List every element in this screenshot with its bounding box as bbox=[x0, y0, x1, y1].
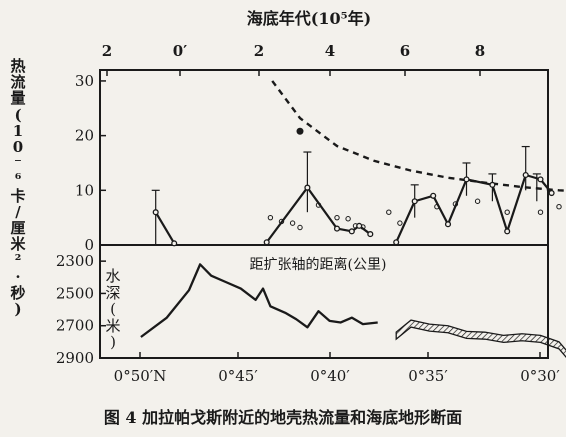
top-axis-title: 海底年代(10⁵年) bbox=[247, 9, 371, 28]
plot-frame bbox=[99, 69, 549, 359]
heat-flow-axis-label: 热流量(1 0 ⁻ ⁶ 卡 / 厘米 ² · 秒) bbox=[8, 58, 28, 317]
scatter-point bbox=[537, 209, 544, 215]
heat-flow-label-char: ⁶ bbox=[14, 170, 22, 189]
heat-flow-label-char: ( bbox=[14, 105, 22, 124]
series-point bbox=[333, 225, 341, 232]
heat-flow-label-char: ⁻ bbox=[14, 154, 22, 173]
heat-flow-label-char: 1 bbox=[12, 121, 24, 140]
top-tick-label: 2 bbox=[102, 42, 112, 60]
heat-flow-label-char: ) bbox=[14, 300, 22, 319]
series-point bbox=[463, 176, 470, 183]
scatter-point bbox=[397, 220, 403, 226]
depth-label-char: 水 bbox=[105, 267, 121, 285]
bottom-tick-label: 0°40′ bbox=[310, 367, 350, 385]
heat-tick-label: 20 bbox=[75, 127, 94, 145]
depth-tick-label: 2300 bbox=[56, 252, 94, 270]
scatter-point bbox=[334, 214, 340, 221]
top-tick-label: 8 bbox=[475, 42, 485, 60]
depth-label-char: ) bbox=[110, 333, 116, 351]
bottom-tick-label: 0°45′ bbox=[218, 367, 258, 385]
heat-flow-label-char: · bbox=[15, 267, 21, 286]
heat-flow-label-char: 厘 bbox=[10, 219, 26, 238]
series-point bbox=[356, 222, 363, 229]
heat-flow-label-char: / bbox=[15, 202, 21, 221]
series-point bbox=[171, 240, 178, 247]
series-point bbox=[367, 231, 374, 238]
depth-label-char: 米 bbox=[105, 316, 121, 335]
scatter-point bbox=[556, 204, 562, 210]
heat-flow-label-char: 流 bbox=[10, 73, 26, 92]
bathymetry-panel: 2300 2500 2700 2900 bbox=[56, 252, 566, 367]
scatter-point bbox=[345, 216, 351, 222]
scatter-point bbox=[297, 224, 303, 231]
scatter-point bbox=[289, 220, 296, 226]
heat-flow-label-char: 0 bbox=[12, 138, 24, 157]
top-tick-label: 4 bbox=[325, 42, 335, 60]
heat-flow-panel: 0 10 20 30 bbox=[75, 69, 566, 359]
theoretical-curve bbox=[271, 80, 566, 192]
top-tick-label: 2 bbox=[254, 42, 264, 60]
heat-tick-label: 30 bbox=[75, 72, 94, 90]
bottom-tick-label: 0°30′ bbox=[520, 367, 560, 385]
bathymetry-profile-west bbox=[140, 263, 378, 338]
series-point bbox=[348, 228, 355, 235]
heat-tick-label: 0 bbox=[84, 236, 94, 254]
top-tick-label: 0′ bbox=[173, 42, 187, 60]
scatter-point bbox=[267, 214, 274, 221]
heat-flow-label-char: 卡 bbox=[10, 186, 26, 205]
bottom-axis-ticks: 0°50′N 0°45′ 0°40′ 0°35′ 0°30′ bbox=[114, 352, 560, 385]
series-point bbox=[393, 239, 400, 246]
top-tick-label: 6 bbox=[400, 42, 410, 60]
distance-axis-title: 距扩张轴的距离(公里) bbox=[250, 256, 387, 273]
series-point bbox=[504, 228, 511, 235]
series-point bbox=[444, 221, 452, 228]
series-point bbox=[489, 181, 496, 188]
depth-tick-label: 2500 bbox=[56, 284, 94, 302]
series-point bbox=[411, 198, 418, 205]
water-depth-label: 水深(米) bbox=[104, 268, 122, 351]
series-point bbox=[522, 171, 529, 179]
depth-tick-label: 2700 bbox=[56, 317, 94, 335]
heat-flow-series bbox=[154, 211, 176, 244]
heat-flow-label-char: ² bbox=[14, 251, 22, 270]
series-point bbox=[537, 176, 544, 183]
filled-point bbox=[296, 127, 304, 135]
heat-flow-series bbox=[265, 186, 371, 243]
bathymetry-profile-east bbox=[395, 319, 566, 358]
heat-tick-label: 10 bbox=[75, 181, 94, 199]
heat-flow-label-char: 热 bbox=[10, 57, 26, 75]
scatter-point bbox=[474, 198, 481, 204]
depth-label-char: ( bbox=[110, 300, 116, 318]
series-point bbox=[152, 209, 159, 216]
heat-flow-label-char: 量 bbox=[10, 89, 26, 108]
scatter-point bbox=[386, 209, 392, 215]
heat-flow-series bbox=[395, 173, 553, 243]
series-point bbox=[548, 189, 555, 197]
bottom-tick-label: 0°35′ bbox=[408, 367, 448, 385]
series-point bbox=[304, 184, 311, 191]
series-point bbox=[263, 239, 270, 246]
depth-label-char: 深 bbox=[105, 283, 121, 302]
series-point bbox=[430, 192, 437, 199]
heat-flow-label-char: 米 bbox=[10, 235, 26, 254]
heat-flow-label-char: 秒 bbox=[10, 283, 26, 302]
depth-tick-label: 2900 bbox=[56, 349, 94, 367]
scatter-point bbox=[504, 209, 510, 215]
top-axis-ticks: 2 0′ 2 4 6 8 bbox=[102, 42, 485, 76]
bottom-tick-label: 0°50′N bbox=[114, 367, 167, 385]
figure-caption: 图 4 加拉帕戈斯附近的地壳热流量和海底地形断面 bbox=[103, 408, 463, 427]
